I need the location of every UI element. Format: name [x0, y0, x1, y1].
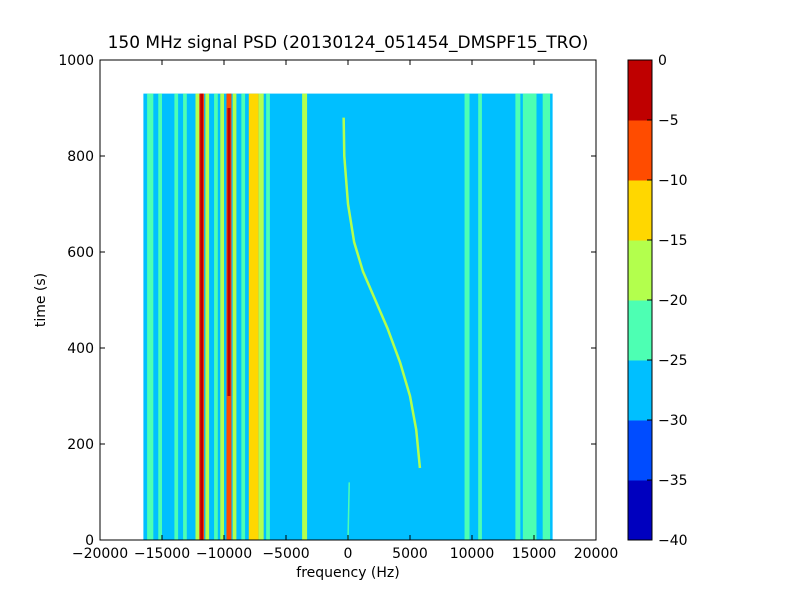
psd-band-2 [174, 93, 179, 540]
colorbar-tick-label: −35 [658, 473, 688, 489]
psd-hot-segment-1 [227, 108, 231, 396]
y-tick-label: 600 [67, 245, 94, 261]
x-tick-label: 0 [344, 546, 353, 562]
psd-band-13 [258, 93, 264, 540]
y-axis-ticks: 0 200 400 600 800 1000 [58, 53, 596, 549]
colorbar-tick-label: −25 [658, 353, 688, 369]
heatmap-layer [143, 93, 553, 541]
x-tick-label: −15000 [134, 546, 190, 562]
colorbar-segment [628, 300, 652, 361]
sweep-trace [342, 117, 422, 469]
x-tick-label: −10000 [196, 546, 252, 562]
x-tick-label: −5000 [262, 546, 309, 562]
psd-band-19 [522, 93, 537, 540]
y-tick-label: 0 [85, 533, 94, 549]
psd-band-18 [515, 93, 521, 540]
x-tick-label: 5000 [392, 546, 428, 562]
colorbar-tick-label: 0 [658, 53, 667, 69]
y-tick-label: 200 [67, 437, 94, 453]
colorbar-tick-label: −40 [658, 533, 688, 549]
x-axis-ticks: −20000 −15000 −10000 −5000 0 5000 10000 15000 20… [72, 60, 618, 562]
psd-band-11 [241, 93, 246, 540]
colorbar-segment [628, 360, 652, 421]
colorbar-segment [628, 60, 652, 121]
colorbar-tick-label: −5 [658, 113, 679, 129]
colorbar-segment [628, 120, 652, 181]
colorbar-segment [628, 180, 652, 241]
x-tick-label: 20000 [574, 546, 619, 562]
psd-band-17 [478, 93, 482, 540]
psd-band-16 [464, 93, 470, 540]
y-axis-label: time (s) [33, 273, 49, 327]
psd-band-1 [158, 93, 162, 540]
psd-band-4 [195, 93, 200, 540]
psd-band-8 [220, 93, 224, 540]
colorbar-tick-label: −10 [658, 173, 688, 189]
psd-background [143, 93, 553, 540]
x-tick-label: 10000 [450, 546, 495, 562]
psd-hot-segment-0 [200, 93, 204, 540]
psd-band-20 [542, 93, 551, 540]
y-tick-label: 1000 [58, 53, 94, 69]
x-tick-label: 15000 [512, 546, 557, 562]
psd-band-7 [214, 93, 218, 540]
psd-band-3 [183, 93, 187, 540]
x-tick-label: −20000 [72, 546, 128, 562]
colorbar-tick-label: −30 [658, 413, 688, 429]
psd-band-6 [205, 93, 210, 540]
colorbar-segment [628, 240, 652, 301]
colorbar-tick-label: −20 [658, 293, 688, 309]
colorbar: −40 −35 −30 −25 −20 −15 −10 −5 0 [627, 53, 688, 549]
psd-band-12 [248, 93, 259, 540]
psd-band-10 [232, 93, 237, 540]
psd-band-15 [302, 93, 308, 540]
x-axis-label: frequency (Hz) [296, 565, 399, 581]
y-tick-label: 400 [67, 341, 94, 357]
colorbar-segment [628, 480, 652, 541]
chart-title: 150 MHz signal PSD (20130124_051454_DMSP… [108, 33, 589, 53]
psd-band-0 [147, 93, 154, 540]
psd-band-14 [266, 93, 270, 540]
colorbar-segment [628, 420, 652, 481]
y-tick-label: 800 [67, 149, 94, 165]
faint-trace [347, 482, 350, 541]
colorbar-tick-label: −15 [658, 233, 688, 249]
